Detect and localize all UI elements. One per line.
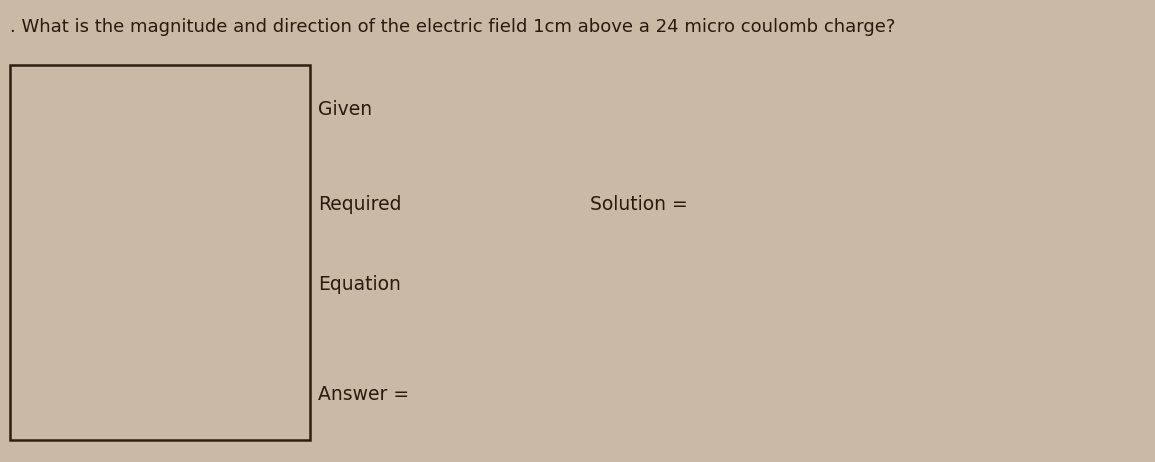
Text: Equation: Equation — [318, 275, 401, 294]
Text: Answer =: Answer = — [318, 385, 409, 404]
Text: Solution =: Solution = — [590, 195, 687, 214]
Text: Required: Required — [318, 195, 402, 214]
Text: Given: Given — [318, 100, 372, 119]
Bar — [10, 65, 310, 440]
Text: . What is the magnitude and direction of the electric field 1cm above a 24 micro: . What is the magnitude and direction of… — [10, 18, 895, 36]
